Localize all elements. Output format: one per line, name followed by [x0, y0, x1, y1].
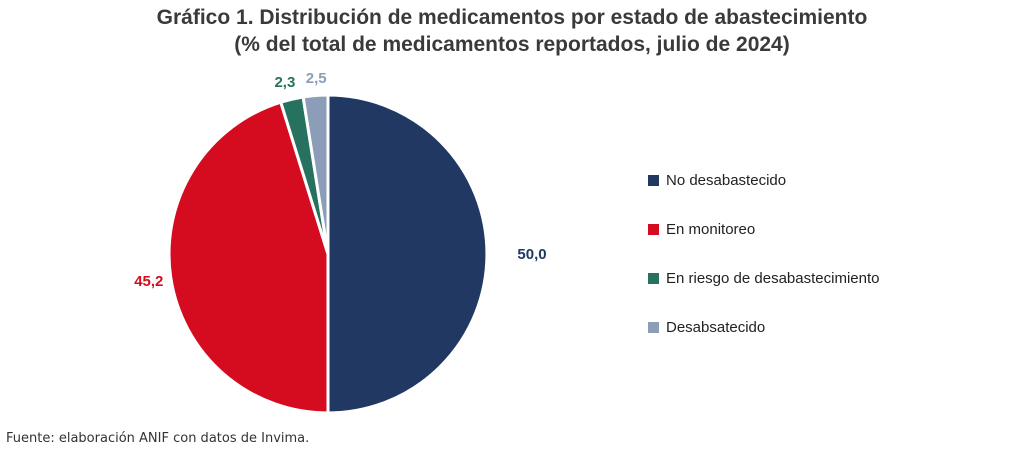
data-label-desabsatecido: 2,5	[306, 70, 327, 87]
chart-subtitle: (% del total de medicamentos reportados,…	[234, 33, 790, 56]
legend-label: Desabsatecido	[666, 318, 766, 336]
pie-slice-en-monitoreo	[167, 100, 330, 415]
legend-label: En monitoreo	[666, 220, 756, 238]
legend-swatch	[648, 321, 659, 333]
legend-item-en-monitoreo: En monitoreo	[648, 219, 879, 239]
legend-swatch	[648, 272, 659, 284]
chart-title: Gráfico 1. Distribución de medicamentos …	[156, 6, 868, 29]
legend-label: En riesgo de desabastecimiento	[666, 269, 880, 287]
legend-item-en-riesgo: En riesgo de desabastecimiento	[648, 268, 879, 288]
legend-item-desabsatecido: Desabsatecido	[648, 317, 879, 337]
chart-title-block: Gráfico 1. Distribución de medicamentos …	[0, 4, 1024, 58]
data-label-no-desabastecido: 50,0	[517, 246, 546, 263]
data-label-en-riesgo: 2,3	[274, 74, 295, 91]
source-note: Fuente: elaboración ANIF con datos de In…	[6, 431, 310, 446]
chart-legend: No desabastecido En monitoreo En riesgo …	[648, 170, 879, 366]
pie-slice-no-desabastecido	[326, 93, 489, 415]
legend-item-no-desabastecido: No desabastecido	[648, 170, 879, 190]
legend-swatch	[648, 223, 659, 235]
legend-swatch	[648, 174, 659, 186]
pie-slice-desabsatecido	[301, 93, 330, 256]
legend-label: No desabastecido	[666, 171, 787, 189]
data-label-en-monitoreo: 45,2	[134, 273, 163, 290]
